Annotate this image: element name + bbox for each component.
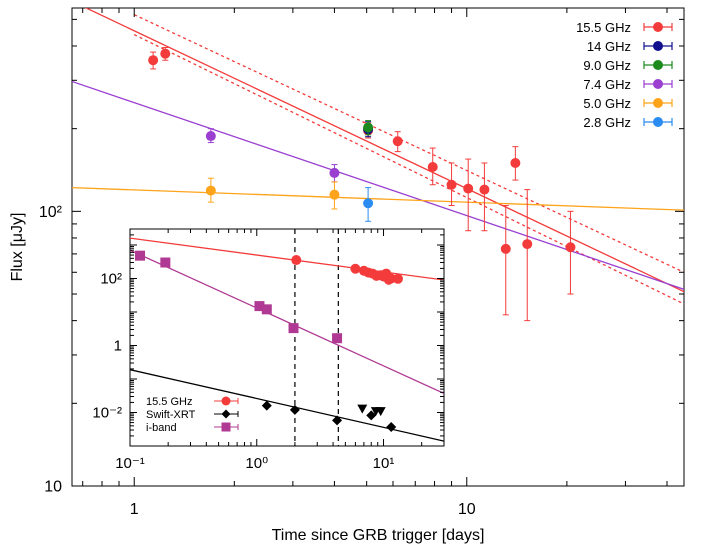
y-tick-label: 10⁻²	[92, 405, 122, 422]
x-tick-label: 10¹	[373, 455, 395, 472]
5-0-ghz-point	[205, 185, 216, 196]
15-5-ghz-point	[479, 184, 490, 195]
swift-xrt-upper-limits-point	[357, 404, 368, 414]
y-tick-label: 10²	[100, 271, 122, 288]
legend-label-7-4-ghz: 7.4 GHz	[583, 77, 631, 92]
legend-label-9-0-ghz: 9.0 GHz	[583, 58, 631, 73]
15-5-ghz-point	[565, 242, 576, 253]
15-5-ghz-point	[160, 48, 171, 59]
swift-xrt-point	[366, 410, 377, 421]
15-5-ghz-point	[522, 239, 533, 250]
legend-marker-9-0-ghz	[653, 60, 663, 70]
legend-marker-7-4-ghz	[653, 79, 663, 89]
15-5-ghz-fit-lower-line	[133, 34, 684, 305]
15-5-ghz-point	[446, 179, 457, 190]
7-4-ghz-fit-line	[72, 80, 684, 290]
15-5-ghz-fit-line	[130, 237, 444, 281]
5-0-ghz-point	[329, 189, 340, 200]
15-5-ghz-point	[392, 273, 403, 284]
15-5-ghz-fit-upper-line	[133, 14, 684, 273]
2-8-ghz-point	[363, 198, 374, 209]
swift-xrt-point	[332, 415, 343, 426]
15-5-ghz-point	[291, 255, 302, 266]
legend-marker-15-5-ghz	[653, 22, 663, 32]
swift-xrt-point	[261, 400, 272, 411]
15-5-ghz-point	[510, 157, 521, 168]
main-data-points	[148, 46, 576, 322]
legend-label-15-5-ghz: 15.5 GHz	[576, 20, 631, 35]
7-4-ghz-point	[329, 167, 340, 178]
y-axis-label: Flux [μJy]	[9, 213, 26, 282]
y-tick-label: 10²	[39, 204, 63, 221]
legend-label-5-0-ghz: 5.0 GHz	[583, 96, 631, 111]
swift-xrt-upper-limits-point	[375, 407, 386, 417]
legend-label-2-8-ghz: 2.8 GHz	[583, 115, 631, 130]
x-tick-label: 10⁰	[245, 455, 268, 472]
inset-legend-marker-swift-xrt	[221, 409, 231, 419]
swift-xrt-point	[386, 421, 397, 432]
legend-label-14-ghz: 14 GHz	[587, 39, 631, 54]
i-band-point	[160, 257, 171, 268]
15-5-ghz-point	[350, 263, 361, 274]
inset-legend-marker-i-band	[221, 422, 231, 432]
x-tick-label: 1	[130, 501, 139, 518]
legend-marker-5-0-ghz	[653, 98, 663, 108]
15-5-ghz-point	[500, 243, 511, 254]
x-tick-label: 10⁻¹	[115, 455, 145, 472]
15-5-ghz-point	[392, 136, 403, 147]
inset-legend-label-swift-xrt: Swift-XRT	[146, 409, 196, 421]
i-band-fit-line	[130, 249, 444, 395]
inset-data-points	[135, 250, 403, 432]
i-band-point	[135, 250, 146, 261]
15-5-ghz-point	[148, 55, 159, 66]
inset-legend-marker-15-5-ghz	[221, 396, 231, 406]
x-tick-label: 10	[458, 501, 476, 518]
inset-legend-label-i-band: i-band	[146, 422, 177, 434]
i-band-point	[288, 323, 299, 334]
main-axes: 1 10 10 10²	[39, 8, 684, 518]
swift-xrt-point	[289, 404, 300, 415]
5-0-ghz-fit-line	[72, 186, 684, 211]
y-tick-label: 10	[44, 479, 62, 496]
inset-plot-frame	[129, 228, 445, 447]
inset-legend-label-15-5-ghz: 15.5 GHz	[146, 396, 192, 408]
7-4-ghz-point	[205, 131, 216, 142]
inset-axes: 10⁻¹ 10⁰ 10¹ 10⁻² 1 10²	[92, 228, 445, 472]
main-legend: 15.5 GHz 14 GHz 9.0 GHz 7.4 GHz 5.0 GHz 2.8 G…	[576, 20, 673, 130]
i-band-point	[261, 304, 272, 315]
15-5-ghz-point	[427, 162, 438, 173]
i-band-point	[332, 333, 343, 344]
legend-marker-2-8-ghz	[653, 117, 663, 127]
y-tick-label: 1	[114, 338, 122, 355]
legend-marker-14-ghz	[653, 41, 663, 51]
15-5-ghz-point	[463, 183, 474, 194]
9-0-ghz-point	[363, 122, 374, 133]
i-band-point	[254, 301, 265, 312]
x-axis-label: Time since GRB trigger [days]	[272, 527, 485, 544]
main-fit-lines	[72, 8, 684, 305]
15-5-ghz-fit-line	[84, 8, 684, 293]
